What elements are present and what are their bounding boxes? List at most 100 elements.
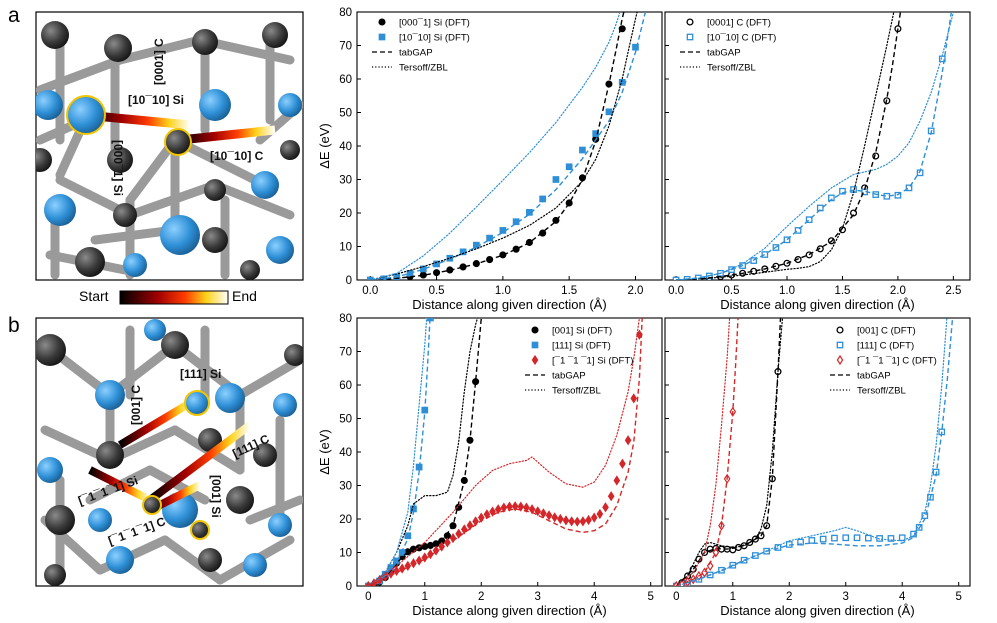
x-axis-label: Distance along given direction (Å) <box>412 297 606 312</box>
series-line <box>367 318 428 586</box>
y-tick-label: 60 <box>339 380 352 392</box>
series-line <box>367 318 643 586</box>
data-point <box>585 514 592 526</box>
series-line <box>676 12 953 280</box>
x-tick-label: 0 <box>673 591 679 603</box>
structure-a-lattice: [0001] C [10¯10] Si [10¯10] C [000¯1] Si <box>36 21 303 280</box>
legend-label: [001] C (DFT) <box>857 326 916 337</box>
x-tick-label: 2 <box>478 591 484 603</box>
data-point <box>393 565 400 577</box>
x-tick-label: 1.0 <box>779 285 795 297</box>
data-point <box>605 108 613 116</box>
legend-label: Tersoff/ZBL <box>707 63 757 74</box>
panel-letter-a: a <box>8 4 20 27</box>
colorbar: Start End <box>79 288 257 305</box>
structure-b: [111] Si [001] C [111] C [¯1¯1¯1] Si [¯1… <box>35 317 304 587</box>
legend-marker <box>836 341 844 349</box>
legend-marker <box>686 18 694 26</box>
series-line <box>370 12 625 280</box>
series-line <box>370 12 647 280</box>
y-tick-label: 50 <box>339 414 352 426</box>
data-point <box>794 227 802 234</box>
legend: [001] Si (DFT) [111] Si (DFT) [¯1 ¯1 ¯1] S… <box>525 326 633 397</box>
plot-area <box>356 11 663 281</box>
data-point <box>579 516 587 527</box>
structure-a-start-atoms <box>66 95 192 156</box>
series-line <box>367 318 641 586</box>
data-point <box>562 515 570 526</box>
y-tick-label: 60 <box>339 74 352 86</box>
series-line <box>369 12 638 280</box>
x-axis-label: Distance along given direction (Å) <box>720 603 914 618</box>
data-point <box>512 245 520 253</box>
data-point <box>905 184 913 192</box>
data-point <box>568 516 575 527</box>
legend-marker <box>378 33 386 41</box>
legend-label: Tersoff/ZBL <box>552 386 602 397</box>
legend-label: [001] Si (DFT) <box>552 326 612 337</box>
y-tick-label: 0 <box>346 581 352 593</box>
x-tick-label: 1.0 <box>495 285 511 297</box>
data-point <box>472 241 480 249</box>
data-point <box>761 251 769 258</box>
data-point <box>539 229 547 237</box>
x-tick-label: 1 <box>730 591 736 603</box>
x-tick-label: 0.5 <box>724 285 740 297</box>
plot-series <box>672 12 955 280</box>
x-tick-label: 2.5 <box>945 285 961 297</box>
legend-label: [000¯1] Si (DFT) <box>399 18 470 29</box>
legend-label: [10¯10] C (DFT) <box>707 33 776 44</box>
data-point <box>816 204 824 212</box>
plot-area <box>664 317 971 587</box>
series-line <box>676 12 902 280</box>
data-point <box>415 555 423 566</box>
data-point <box>805 216 813 224</box>
legend-label: tabGAP <box>707 48 741 59</box>
data-point <box>783 236 791 244</box>
y-tick-label: 10 <box>339 242 352 254</box>
data-point <box>842 534 850 542</box>
data-point <box>819 535 827 543</box>
structure-b-label-6: [001] Si <box>209 475 223 518</box>
data-point <box>528 504 536 515</box>
legend-label: Tersoff/ZBL <box>399 63 449 74</box>
data-point <box>432 545 440 556</box>
series-line <box>675 318 948 586</box>
x-tick-label: 4 <box>899 591 906 603</box>
y-tick-label: 0 <box>346 275 352 287</box>
y-tick-label: 10 <box>339 548 352 560</box>
y-tick-label: 70 <box>339 347 352 359</box>
colorbar-start-label: Start <box>79 288 109 304</box>
legend-label: tabGAP <box>857 371 891 382</box>
chart-a-si: 0.0 0.5 1.0 1.5 2.0 0 10 20 30 40 50 60 70 80 Distance… <box>317 7 663 312</box>
structure-b-atoms <box>36 319 303 586</box>
legend-label: [¯1 ¯1 ¯1] Si (DFT) <box>552 356 633 367</box>
data-point <box>489 506 496 517</box>
series-line <box>369 12 621 280</box>
y-tick-label: 80 <box>339 7 352 19</box>
data-point <box>607 491 615 502</box>
data-point <box>596 508 604 520</box>
x-tick-label: 3 <box>843 591 849 603</box>
legend-marker <box>836 354 844 366</box>
legend-marker <box>531 326 539 334</box>
data-point <box>853 534 861 542</box>
y-tick-label: 70 <box>339 41 352 53</box>
data-point <box>421 552 429 563</box>
data-point <box>427 549 434 560</box>
data-point <box>455 528 462 539</box>
x-tick-label: 1 <box>422 591 428 603</box>
legend-label: [¯1 ¯1 ¯1] C (DFT) <box>857 356 937 367</box>
x-tick-label: 5 <box>956 591 962 603</box>
y-tick-label: 20 <box>339 208 352 220</box>
legend-label: Tersoff/ZBL <box>857 386 907 397</box>
data-point <box>808 537 816 544</box>
data-point <box>404 560 412 572</box>
x-tick-label: 2.0 <box>890 285 906 297</box>
x-tick-label: 1.5 <box>561 285 577 297</box>
data-point <box>831 534 838 542</box>
y-tick-label: 50 <box>339 108 352 120</box>
series-line <box>676 318 739 586</box>
series-line <box>675 318 731 586</box>
